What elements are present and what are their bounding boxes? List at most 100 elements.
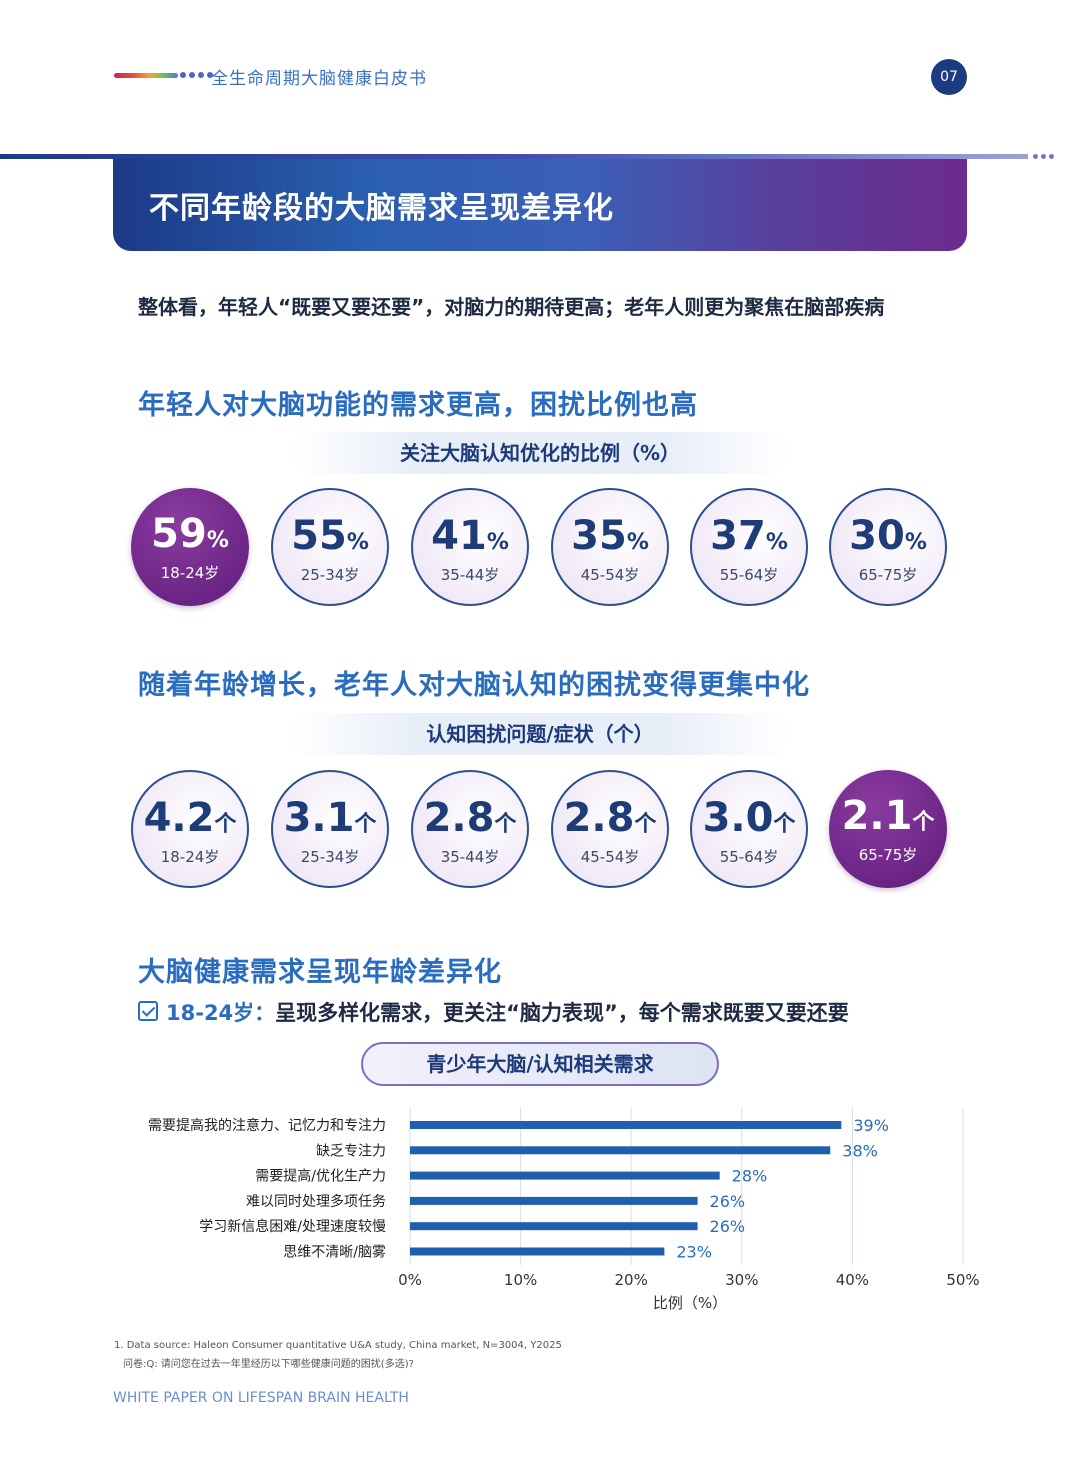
percent-number: 30 (849, 513, 905, 559)
count-unit: 个 (494, 812, 517, 837)
count-circle: 4.2个 18-24岁 (131, 770, 249, 888)
category-label: 需要提高我的注意力、记忆力和专注力 (148, 1117, 386, 1134)
count-value: 3.1个 (273, 796, 387, 847)
x-axis-title: 比例（%） (653, 1294, 727, 1312)
count-number: 2.8 (563, 795, 635, 841)
count-number: 2.8 (423, 795, 495, 841)
rule-dots (1033, 154, 1054, 159)
percent-number: 35 (571, 513, 627, 559)
percent-circle: 59% 18-24岁 (131, 488, 249, 606)
count-value: 3.0个 (692, 796, 806, 847)
percent-unit: % (206, 528, 229, 553)
section1-subtitle: 关注大脑认知优化的比例（%） (290, 432, 790, 474)
percent-circle: 55% 25-34岁 (271, 488, 389, 606)
percent-age-label: 18-24岁 (160, 564, 220, 582)
count-age-label: 35-44岁 (440, 848, 500, 866)
count-age-label: 55-64岁 (719, 848, 779, 866)
count-circle: 2.1个 65-75岁 (829, 770, 947, 888)
percent-circle: 35% 45-54岁 (551, 488, 669, 606)
header-dots (180, 72, 213, 78)
percent-age-label: 65-75岁 (858, 566, 918, 584)
count-value: 4.2个 (133, 796, 247, 847)
count-number: 3.1 (283, 795, 355, 841)
category-label: 思维不清晰/脑雾 (283, 1245, 386, 1261)
percent-unit: % (486, 530, 509, 555)
age-subheading-age: 18-24岁： (166, 1001, 276, 1025)
percent-unit: % (346, 530, 369, 555)
count-age-label: 65-75岁 (858, 846, 918, 864)
percent-unit: % (626, 530, 649, 555)
x-tick-label: 50% (946, 1271, 979, 1289)
x-tick-label: 40% (836, 1271, 869, 1289)
count-circle: 3.0个 55-64岁 (690, 770, 808, 888)
percent-number: 37 (710, 513, 766, 559)
footnote-question: 问卷:Q: 请问您在过去一年里经历以下哪些健康问题的困扰(多选)? (123, 1359, 414, 1370)
percent-unit: % (765, 530, 788, 555)
value-label: 28% (732, 1167, 768, 1186)
percent-value: 59% (131, 512, 249, 563)
value-label: 39% (853, 1116, 889, 1135)
percent-age-label: 45-54岁 (580, 566, 640, 584)
count-age-label: 45-54岁 (580, 848, 640, 866)
percent-number: 41 (431, 513, 487, 559)
x-tick-label: 20% (615, 1271, 648, 1289)
percent-unit: % (904, 530, 927, 555)
section3-heading: 大脑健康需求呈现年龄差异化 (138, 957, 502, 988)
percent-number: 59 (151, 511, 207, 557)
count-circle: 3.1个 25-34岁 (271, 770, 389, 888)
count-circle: 2.8个 45-54岁 (551, 770, 669, 888)
value-label: 26% (710, 1217, 746, 1236)
section-banner: 不同年龄段的大脑需求呈现差异化 (113, 159, 967, 251)
needs-bar-chart: 0% 10% 20% 30% 40% 50% 需要提高我的注意力、记忆力和专注力 39% 缺乏专… (148, 1108, 980, 1312)
percent-age-label: 25-34岁 (300, 566, 360, 584)
footnote-source: 1. Data source: Haleon Consumer quantita… (114, 1340, 562, 1351)
count-number: 3.0 (702, 795, 774, 841)
count-circle: 2.8个 35-44岁 (411, 770, 529, 888)
category-label: 学习新信息困难/处理速度较慢 (199, 1218, 386, 1235)
checkbox-icon (138, 1001, 158, 1021)
count-unit: 个 (214, 812, 237, 837)
age-subheading: 18-24岁：呈现多样化需求，更关注“脑力表现”，每个需求既要又要还要 (166, 997, 849, 1027)
value-label: 26% (710, 1192, 746, 1211)
chart-title-pill: 青少年大脑/认知相关需求 (361, 1042, 719, 1086)
count-unit: 个 (354, 812, 377, 837)
percent-value: 35% (553, 514, 667, 565)
x-tick-label: 30% (725, 1271, 758, 1289)
bar (410, 1222, 698, 1231)
header-color-bar (114, 73, 178, 78)
bar (410, 1247, 665, 1256)
category-label: 缺乏专注力 (316, 1143, 386, 1159)
percent-circle: 30% 65-75岁 (829, 488, 947, 606)
value-label: 38% (842, 1141, 878, 1160)
percent-age-label: 55-64岁 (719, 566, 779, 584)
banner-title: 不同年龄段的大脑需求呈现差异化 (149, 191, 614, 226)
percent-circle: 37% 55-64岁 (690, 488, 808, 606)
count-unit: 个 (634, 812, 657, 837)
count-value: 2.8个 (553, 796, 667, 847)
footer-brand: WHITE PAPER ON LIFESPAN BRAIN HEALTH (113, 1390, 409, 1406)
count-age-label: 25-34岁 (300, 848, 360, 866)
page-number: 07 (931, 59, 967, 95)
count-value: 2.1个 (829, 794, 947, 845)
count-age-label: 18-24岁 (160, 848, 220, 866)
x-tick-label: 0% (398, 1271, 422, 1289)
percent-value: 37% (692, 514, 806, 565)
percent-number: 55 (291, 513, 347, 559)
header-title: 全生命周期大脑健康白皮书 (211, 69, 427, 89)
x-tick-label: 10% (504, 1271, 537, 1289)
count-unit: 个 (773, 812, 796, 837)
count-value: 2.8个 (413, 796, 527, 847)
category-label: 难以同时处理多项任务 (246, 1193, 386, 1210)
bar (410, 1171, 720, 1180)
bar (410, 1196, 698, 1205)
percent-value: 55% (273, 514, 387, 565)
intro-text: 整体看，年轻人“既要又要还要”，对脑力的期待更高；老年人则更为聚焦在脑部疾病 (138, 295, 885, 319)
bar (410, 1146, 831, 1155)
section2-heading: 随着年龄增长，老年人对大脑认知的困扰变得更集中化 (138, 670, 810, 701)
section2-subtitle: 认知困扰问题/症状（个） (290, 713, 790, 755)
percent-circle: 41% 35-44岁 (411, 488, 529, 606)
top-rule (0, 154, 1028, 159)
percent-value: 41% (413, 514, 527, 565)
age-subheading-text: 呈现多样化需求，更关注“脑力表现”，每个需求既要又要还要 (275, 1001, 849, 1025)
value-label: 23% (676, 1243, 712, 1262)
